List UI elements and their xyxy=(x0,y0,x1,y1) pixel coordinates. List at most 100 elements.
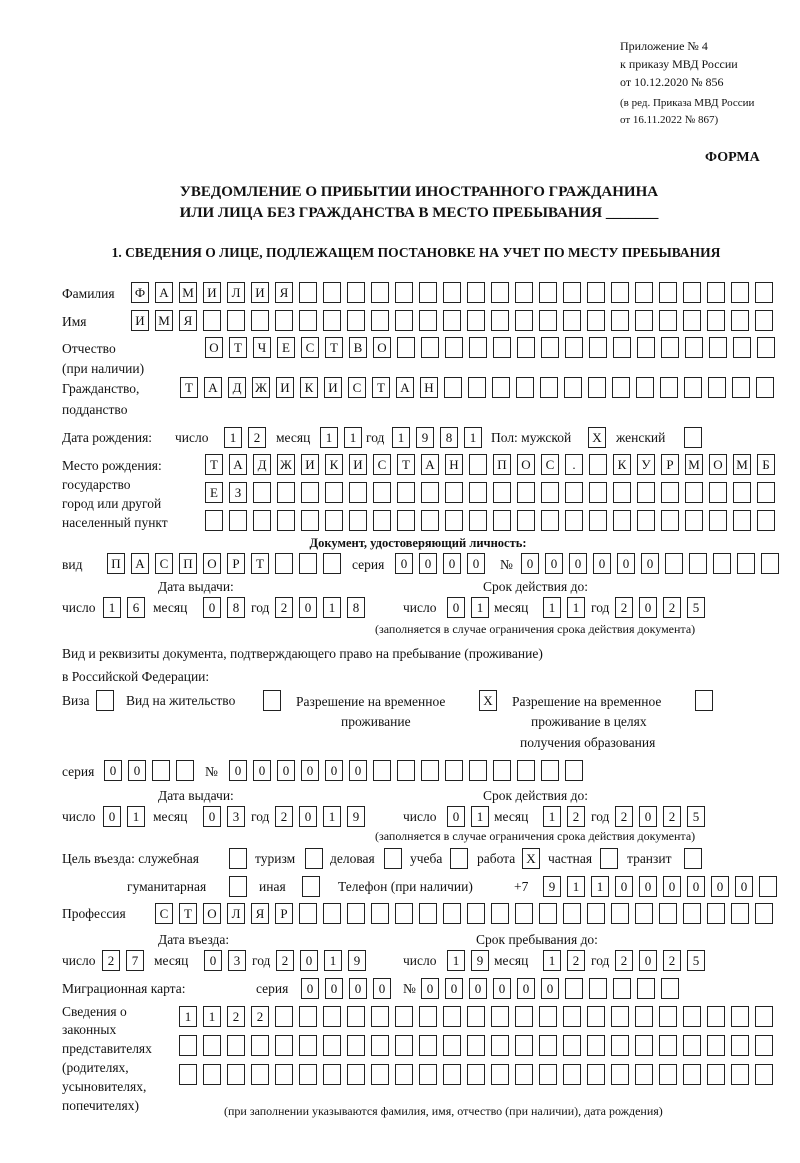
char-box[interactable] xyxy=(731,1064,749,1085)
char-box[interactable] xyxy=(323,553,341,574)
char-box[interactable] xyxy=(540,377,558,398)
char-box[interactable]: И xyxy=(301,454,319,475)
char-box[interactable]: 0 xyxy=(517,978,535,999)
char-box[interactable] xyxy=(565,510,583,531)
char-box[interactable]: 0 xyxy=(419,553,437,574)
char-box[interactable]: 0 xyxy=(299,806,317,827)
char-box[interactable] xyxy=(467,282,485,303)
char-box[interactable] xyxy=(491,310,509,331)
char-box[interactable] xyxy=(491,1006,509,1027)
char-box[interactable] xyxy=(450,848,468,869)
char-box[interactable] xyxy=(731,1035,749,1056)
char-box[interactable] xyxy=(515,903,533,924)
char-box[interactable]: 2 xyxy=(663,806,681,827)
char-box[interactable]: А xyxy=(155,282,173,303)
char-box[interactable] xyxy=(659,1064,677,1085)
char-box[interactable] xyxy=(323,310,341,331)
char-box[interactable] xyxy=(227,310,245,331)
char-box[interactable] xyxy=(637,482,655,503)
char-box[interactable]: 0 xyxy=(617,553,635,574)
char-box[interactable] xyxy=(755,310,773,331)
char-box[interactable] xyxy=(469,482,487,503)
char-box[interactable]: Т xyxy=(325,337,343,358)
char-box[interactable]: 0 xyxy=(639,806,657,827)
char-box[interactable] xyxy=(253,482,271,503)
char-box[interactable] xyxy=(733,482,751,503)
char-box[interactable]: 0 xyxy=(203,806,221,827)
char-box[interactable] xyxy=(517,760,535,781)
char-box[interactable]: Р xyxy=(227,553,245,574)
char-box[interactable] xyxy=(565,760,583,781)
char-box[interactable]: 2 xyxy=(276,950,294,971)
char-box[interactable]: О xyxy=(203,553,221,574)
char-box[interactable] xyxy=(371,903,389,924)
char-box[interactable] xyxy=(661,510,679,531)
char-box[interactable] xyxy=(468,377,486,398)
char-box[interactable]: 1 xyxy=(224,427,242,448)
char-box[interactable]: Р xyxy=(661,454,679,475)
char-box[interactable]: Р xyxy=(275,903,293,924)
char-box[interactable] xyxy=(301,510,319,531)
char-box[interactable]: 2 xyxy=(663,597,681,618)
char-box[interactable]: 0 xyxy=(467,553,485,574)
char-box[interactable]: Л xyxy=(227,903,245,924)
char-box[interactable]: С xyxy=(155,903,173,924)
char-box[interactable] xyxy=(589,510,607,531)
char-box[interactable] xyxy=(517,337,535,358)
char-box[interactable]: 0 xyxy=(349,978,367,999)
char-box[interactable] xyxy=(275,553,293,574)
char-box[interactable] xyxy=(419,903,437,924)
char-box[interactable] xyxy=(395,1064,413,1085)
char-box[interactable] xyxy=(709,510,727,531)
char-box[interactable] xyxy=(229,876,247,897)
char-box[interactable] xyxy=(731,903,749,924)
char-box[interactable]: Д xyxy=(253,454,271,475)
char-box[interactable]: X xyxy=(479,690,497,711)
char-box[interactable]: Ч xyxy=(253,337,271,358)
char-box[interactable] xyxy=(761,553,779,574)
char-box[interactable] xyxy=(443,903,461,924)
char-box[interactable] xyxy=(637,337,655,358)
char-box[interactable] xyxy=(467,1006,485,1027)
char-box[interactable] xyxy=(229,510,247,531)
char-box[interactable] xyxy=(685,510,703,531)
char-box[interactable] xyxy=(515,1035,533,1056)
char-box[interactable]: М xyxy=(155,310,173,331)
char-box[interactable] xyxy=(515,1006,533,1027)
char-box[interactable]: 2 xyxy=(275,806,293,827)
char-box[interactable]: 1 xyxy=(324,950,342,971)
char-box[interactable] xyxy=(611,1006,629,1027)
char-box[interactable]: 0 xyxy=(569,553,587,574)
char-box[interactable] xyxy=(600,848,618,869)
char-box[interactable] xyxy=(384,848,402,869)
char-box[interactable]: 0 xyxy=(521,553,539,574)
char-box[interactable] xyxy=(684,427,702,448)
char-box[interactable]: 1 xyxy=(127,806,145,827)
char-box[interactable] xyxy=(659,903,677,924)
char-box[interactable] xyxy=(683,1035,701,1056)
char-box[interactable]: Т xyxy=(251,553,269,574)
char-box[interactable] xyxy=(299,310,317,331)
char-box[interactable]: X xyxy=(522,848,540,869)
char-box[interactable]: С xyxy=(373,454,391,475)
char-box[interactable]: О xyxy=(203,903,221,924)
char-box[interactable]: 1 xyxy=(392,427,410,448)
char-box[interactable]: О xyxy=(205,337,223,358)
char-box[interactable] xyxy=(253,510,271,531)
char-box[interactable]: 1 xyxy=(320,427,338,448)
char-box[interactable]: 7 xyxy=(126,950,144,971)
char-box[interactable]: 1 xyxy=(447,950,465,971)
char-box[interactable] xyxy=(755,1006,773,1027)
char-box[interactable] xyxy=(661,978,679,999)
char-box[interactable] xyxy=(563,1035,581,1056)
char-box[interactable]: О xyxy=(709,454,727,475)
char-box[interactable] xyxy=(587,282,605,303)
char-box[interactable] xyxy=(395,1006,413,1027)
char-box[interactable] xyxy=(683,282,701,303)
char-box[interactable]: 0 xyxy=(639,876,657,897)
char-box[interactable]: З xyxy=(229,482,247,503)
char-box[interactable] xyxy=(373,510,391,531)
char-box[interactable] xyxy=(637,510,655,531)
char-box[interactable] xyxy=(539,903,557,924)
char-box[interactable]: М xyxy=(685,454,703,475)
